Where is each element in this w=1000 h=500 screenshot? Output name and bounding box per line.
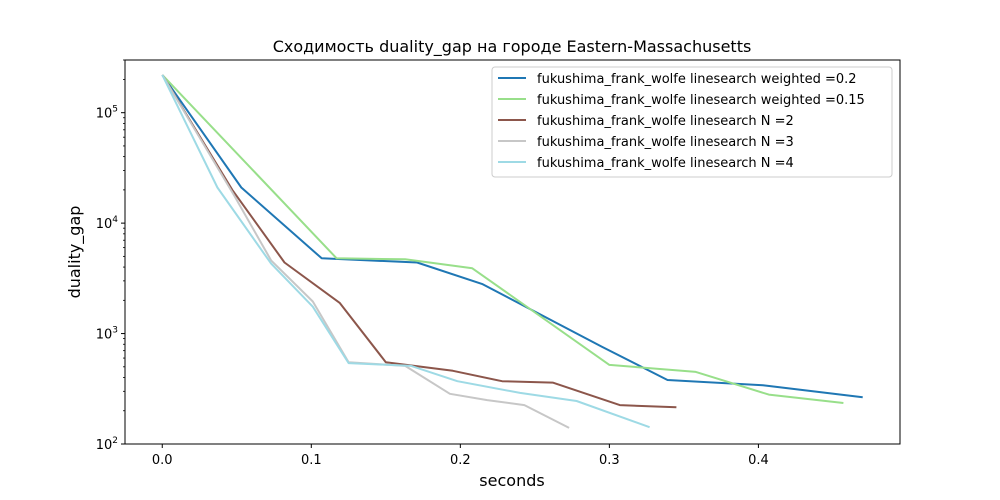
series-line-5 (161, 74, 650, 429)
y-tick-label: 105 (96, 105, 118, 122)
x-tick-label: 0.3 (599, 453, 620, 468)
series-line-2 (161, 74, 844, 404)
x-tick-label: 0.0 (152, 453, 173, 468)
y-tick-label: 102 (96, 436, 118, 453)
legend: fukushima_frank_wolfe linesearch weighte… (491, 66, 893, 178)
y-tick-label: 103 (96, 326, 118, 343)
plot-frame (124, 59, 901, 445)
legend-label-4: fukushima_frank_wolfe linesearch N =3 (537, 135, 794, 150)
x-tick-label: 0.4 (748, 453, 769, 468)
legend-label-5: fukushima_frank_wolfe linesearch N =4 (537, 156, 794, 171)
y-tick-label: 104 (96, 215, 119, 232)
y-axis: 102 103 104 105 (96, 59, 125, 453)
x-axis-title: seconds (479, 471, 544, 490)
legend-label-1: fukushima_frank_wolfe linesearch weighte… (537, 72, 857, 87)
legend-label-3: fukushima_frank_wolfe linesearch N =2 (537, 114, 794, 129)
legend-label-2: fukushima_frank_wolfe linesearch weighte… (537, 93, 865, 108)
series-line-3 (161, 74, 677, 409)
x-tick-label: 0.1 (301, 453, 322, 468)
y-axis-title: duality_gap (65, 206, 85, 299)
chart-title: Сходимость duality_gap на городе Eastern… (273, 37, 752, 57)
x-axis: 0.0 0.1 0.2 0.3 0.4 (152, 444, 769, 468)
plot-lines (161, 74, 863, 429)
legend-box (491, 66, 893, 178)
x-tick-label: 0.2 (450, 453, 471, 468)
